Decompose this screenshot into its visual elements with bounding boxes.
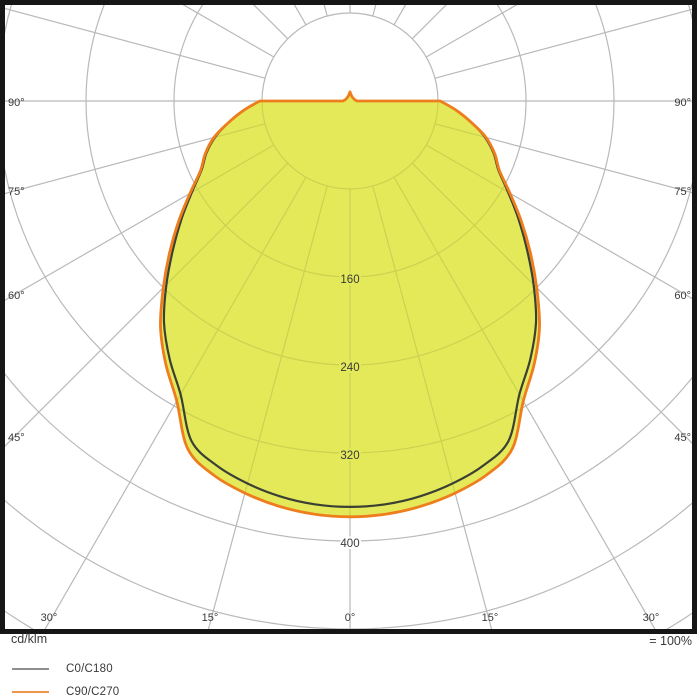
radial-tick-label: 400 bbox=[340, 538, 359, 550]
radial-tick-label: 160 bbox=[340, 274, 359, 286]
units-label: cd/klm bbox=[11, 632, 48, 646]
legend-line-c0-c180-icon bbox=[12, 668, 49, 670]
angle-tick-label: 30° bbox=[41, 612, 58, 624]
angle-tick-label: 60° bbox=[674, 290, 691, 302]
legend-label: C0/C180 bbox=[66, 663, 113, 675]
legend-line-c90-c270-icon bbox=[12, 691, 49, 693]
angle-tick-label: 90° bbox=[674, 97, 691, 109]
radial-tick-label: 240 bbox=[340, 362, 359, 374]
legend-item-c90-c270: C90/C270 bbox=[0, 685, 119, 699]
scale-percent-label: = 100% bbox=[649, 634, 692, 648]
angle-tick-label: 45° bbox=[674, 432, 691, 444]
angle-tick-label: 15° bbox=[482, 612, 499, 624]
angle-tick-label: 0° bbox=[345, 612, 356, 624]
legend-label: C90/C270 bbox=[66, 686, 120, 698]
angle-tick-label: 45° bbox=[8, 432, 25, 444]
angle-tick-label: 75° bbox=[674, 186, 691, 198]
radial-tick-label: 320 bbox=[340, 450, 359, 462]
legend-item-c0-c180: C0/C180 bbox=[0, 662, 113, 676]
angle-tick-label: 30° bbox=[643, 612, 660, 624]
footer-row: cd/klm = 100% bbox=[0, 631, 700, 649]
photometric-polar-chart: 160 240 320 400 90° 75° 60° 45° 90° 75° 60° 45° 30° 1… bbox=[0, 0, 697, 634]
angle-tick-label: 60° bbox=[8, 290, 25, 302]
angle-tick-label: 75° bbox=[8, 186, 25, 198]
angle-tick-label: 15° bbox=[202, 612, 219, 624]
angle-tick-label: 90° bbox=[8, 97, 25, 109]
